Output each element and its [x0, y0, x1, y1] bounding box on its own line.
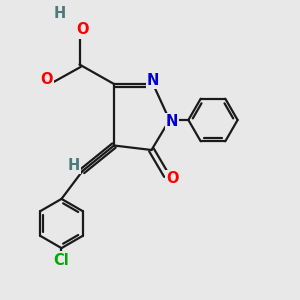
Text: O: O	[76, 22, 89, 38]
Text: H: H	[68, 158, 80, 172]
Text: O: O	[40, 72, 53, 87]
Text: N: N	[147, 73, 159, 88]
Text: Cl: Cl	[54, 253, 69, 268]
Text: N: N	[166, 114, 178, 129]
Text: O: O	[166, 171, 179, 186]
Text: H: H	[54, 6, 66, 21]
